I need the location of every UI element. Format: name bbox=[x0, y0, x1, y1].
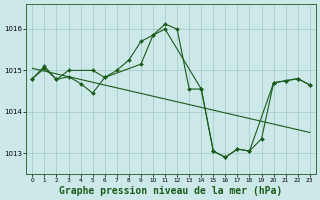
X-axis label: Graphe pression niveau de la mer (hPa): Graphe pression niveau de la mer (hPa) bbox=[60, 186, 283, 196]
